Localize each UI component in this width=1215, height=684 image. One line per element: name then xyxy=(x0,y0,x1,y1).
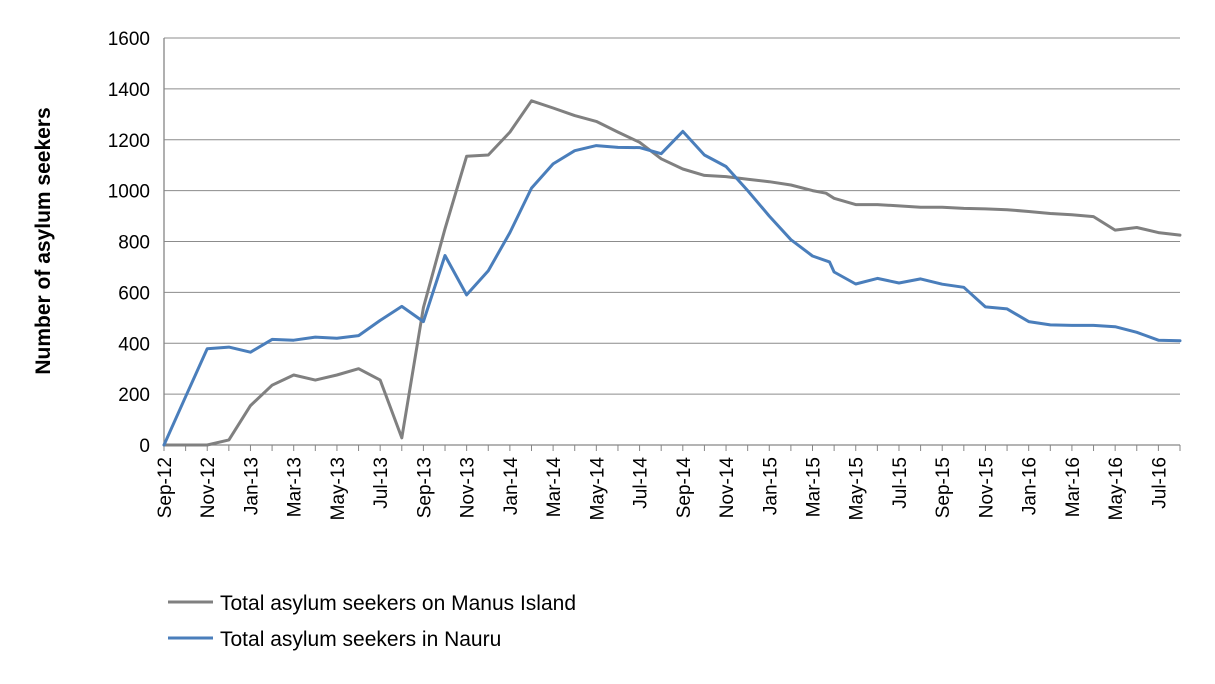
x-tick-label: May-13 xyxy=(328,457,349,520)
y-tick-label: 600 xyxy=(118,283,150,304)
x-tick-label: Nov-14 xyxy=(717,457,738,519)
x-tick-label: Nov-12 xyxy=(198,457,219,518)
x-tick-labels: Sep-12 Nov-12 Jan-13 Mar-13 May-13 Jul-13 Sep-… xyxy=(155,457,1170,521)
x-tick-label: Mar-13 xyxy=(285,457,306,517)
x-tick-label: May-15 xyxy=(847,457,868,520)
axes xyxy=(163,38,1181,451)
y-tick-label: 1000 xyxy=(108,182,150,203)
y-tick-label: 1400 xyxy=(108,80,150,101)
x-tick-label: Mar-14 xyxy=(544,457,565,518)
gridlines xyxy=(164,37,1180,395)
x-tick-label: Jul-15 xyxy=(890,457,911,509)
x-tick-label: Mar-15 xyxy=(804,457,825,517)
y-tick-label: 0 xyxy=(139,436,150,457)
x-tick-label: Jul-14 xyxy=(631,457,652,509)
x-tick-label: Sep-13 xyxy=(414,457,435,518)
x-tick-label: Jan-16 xyxy=(1020,457,1041,515)
x-tick-label: Sep-14 xyxy=(674,457,695,519)
x-tick-label: Jan-14 xyxy=(501,457,522,516)
legend-label-1: Total asylum seekers in Nauru xyxy=(220,628,501,651)
x-tick-label: Nov-15 xyxy=(976,457,997,518)
x-tick-label: Sep-15 xyxy=(933,457,954,518)
x-tick-label: Jul-16 xyxy=(1149,457,1170,509)
y-tick-label: 1600 xyxy=(108,29,150,50)
x-tick-label: Jan-15 xyxy=(760,457,781,515)
y-axis-title: Number of asylum seekers xyxy=(32,107,55,374)
legend: Total asylum seekers on Manus Island Tota… xyxy=(168,592,576,651)
y-tick-label: 200 xyxy=(118,385,150,406)
x-tick-label: May-14 xyxy=(587,457,608,521)
y-tick-label: 1200 xyxy=(108,131,150,152)
x-tick-label: May-16 xyxy=(1106,457,1127,520)
x-tick-label: Nov-13 xyxy=(458,457,479,518)
x-tick-label: Sep-12 xyxy=(155,457,176,518)
series-line-0 xyxy=(162,99,1182,447)
x-tick-label: Mar-16 xyxy=(1063,457,1084,517)
series-line-1 xyxy=(162,129,1182,447)
x-tick-label: Jan-13 xyxy=(241,457,262,515)
x-tick-label: Jul-13 xyxy=(371,457,392,509)
y-tick-label: 800 xyxy=(118,233,150,254)
legend-label-0: Total asylum seekers on Manus Island xyxy=(220,592,576,615)
y-tick-label: 400 xyxy=(118,334,150,355)
y-tick-labels: 0 200 400 600 800 1000 1200 1400 1600 xyxy=(108,29,150,457)
series-lines xyxy=(162,99,1182,447)
